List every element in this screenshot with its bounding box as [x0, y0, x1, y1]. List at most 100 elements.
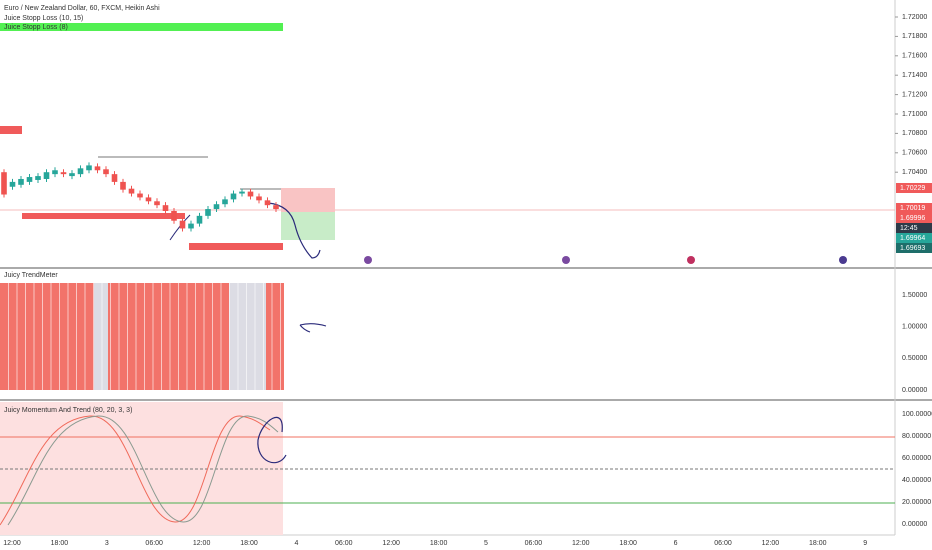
- time-label: 4: [294, 540, 298, 547]
- candle-body: [120, 181, 126, 190]
- time-label: 06:00: [145, 540, 163, 547]
- stop-loss-bar: [22, 213, 185, 219]
- candle-body: [256, 196, 262, 201]
- price-tag-bg: [896, 223, 932, 233]
- price-tag-bg: [896, 233, 932, 243]
- trend-bar: [266, 283, 284, 390]
- candle-body: [86, 165, 92, 171]
- candle-body: [69, 173, 75, 177]
- time-label: 18:00: [430, 540, 448, 547]
- indicator-label-bg: [0, 23, 283, 31]
- event-icon[interactable]: [687, 256, 695, 264]
- price-tick-label: 1.72000: [902, 14, 927, 21]
- time-label: 06:00: [335, 540, 353, 547]
- pane-title: Juicy Momentum And Trend (80, 20, 3, 3): [4, 407, 132, 414]
- signal-line: [7, 415, 279, 526]
- price-tick-label: 1.71200: [902, 91, 927, 98]
- candle-body: [137, 193, 143, 198]
- price-tick-label: 1.70600: [902, 150, 927, 157]
- pane-title: Juicy TrendMeter: [4, 272, 58, 279]
- time-label: 18:00: [240, 540, 258, 547]
- trend-bar: [108, 283, 229, 390]
- trend-bar-dividers: [8, 283, 281, 390]
- momentum-tick-label: 60.00000: [902, 455, 931, 462]
- time-label: 12:00: [382, 540, 400, 547]
- trend-bar: [0, 283, 94, 390]
- candle-body: [205, 209, 211, 216]
- trend-bars: [0, 283, 284, 390]
- momentum-tick-label: 80.00000: [902, 433, 931, 440]
- candle-body: [43, 172, 50, 179]
- time-label: 5: [484, 540, 488, 547]
- price-tick-label: 1.70800: [902, 130, 927, 137]
- event-icons: [364, 256, 847, 264]
- price-tick-label: 1.70400: [902, 169, 927, 176]
- candle-body: [273, 205, 279, 210]
- price-tag-bg: [896, 213, 932, 223]
- hand-drawing: [267, 202, 321, 259]
- event-icon[interactable]: [562, 256, 570, 264]
- candle-body: [103, 169, 109, 175]
- price-tag: 1.69693: [900, 245, 925, 252]
- position-loss: [281, 188, 335, 212]
- position-profit: [281, 212, 335, 240]
- trend-tick-label: 0.50000: [902, 355, 927, 362]
- trend-tick-label: 0.00000: [902, 387, 927, 394]
- candle-body: [35, 176, 41, 180]
- price-tag-bg: [896, 243, 932, 253]
- trend-tick-label: 1.50000: [902, 292, 927, 299]
- hand-drawing: [257, 417, 287, 464]
- time-label: 12:00: [572, 540, 590, 547]
- time-label: 06:00: [525, 540, 543, 547]
- time-label: 12:00: [3, 540, 21, 547]
- event-icon[interactable]: [364, 256, 372, 264]
- trend-bar: [229, 283, 266, 390]
- candle-body: [145, 197, 152, 202]
- time-label: 18:00: [51, 540, 69, 547]
- candle-body: [239, 191, 245, 194]
- candle-body: [213, 204, 220, 210]
- price-tag: 1.70229: [900, 185, 925, 192]
- candle-body: [26, 177, 33, 182]
- price-tag: 12:45: [900, 225, 918, 232]
- price-tick-label: 1.71600: [902, 53, 927, 60]
- candle-body: [162, 205, 169, 211]
- price-tick-label: 1.71400: [902, 72, 927, 79]
- candle-body: [111, 174, 118, 182]
- trend-tick-label: 1.00000: [902, 324, 927, 331]
- event-icon[interactable]: [839, 256, 847, 264]
- candle-body: [128, 188, 135, 194]
- candle-body: [196, 215, 203, 224]
- price-tag: 1.70019: [900, 205, 925, 212]
- price-tick-label: 1.71800: [902, 33, 927, 40]
- candle-body: [9, 181, 16, 187]
- momentum-tick-label: 0.00000: [902, 521, 927, 528]
- price-tag: 1.69996: [900, 215, 925, 222]
- candle-body: [247, 191, 254, 197]
- time-label: 6: [674, 540, 678, 547]
- momentum-line: [0, 415, 271, 526]
- trend-bar: [94, 283, 108, 390]
- candle-body: [264, 200, 271, 206]
- candle-body: [179, 220, 186, 229]
- stop-loss-bar: [0, 126, 22, 134]
- candle-body: [1, 172, 7, 195]
- price-tick-label: 1.71000: [902, 111, 927, 118]
- candle-body: [230, 193, 237, 200]
- price-tag-bg: [896, 203, 932, 213]
- candle-body: [94, 166, 101, 171]
- candle-body: [60, 172, 67, 175]
- candle-body: [188, 223, 194, 229]
- candle-body: [154, 201, 160, 206]
- momentum-tick-label: 20.00000: [902, 499, 931, 506]
- time-label: 9: [863, 540, 867, 547]
- indicator-label: Juice Stopp Loss (10, 15): [4, 15, 83, 22]
- hand-drawing: [299, 323, 327, 333]
- symbol-title: Euro / New Zealand Dollar, 60, FXCM, Hei…: [4, 5, 160, 12]
- time-label: 18:00: [619, 540, 637, 547]
- indicator-label: Juice Stopp Loss (8): [4, 24, 68, 31]
- momentum-tick-label: 40.00000: [902, 477, 931, 484]
- momentum-tick-label: 100.00000: [902, 411, 932, 418]
- time-label: 06:00: [714, 540, 732, 547]
